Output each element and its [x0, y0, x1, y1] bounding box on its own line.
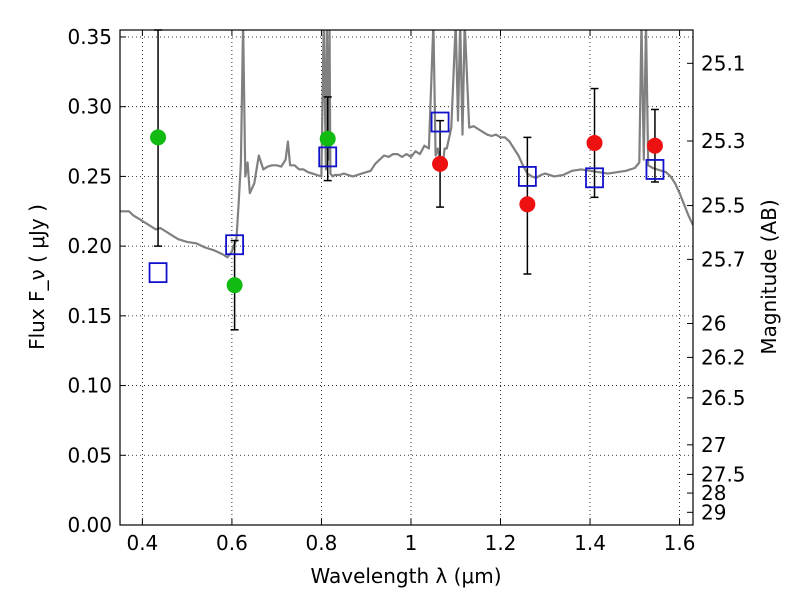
right-tick-label: 27.5 [701, 462, 746, 486]
x-tick-label: 1 [405, 531, 418, 555]
data-point-square [430, 111, 450, 133]
data-point-circle [226, 277, 243, 294]
x-tick-label: 0.4 [126, 531, 158, 555]
data-point-square [148, 262, 168, 284]
y-tick-label: 0.35 [67, 25, 112, 49]
plot-frame [119, 29, 694, 526]
right-tick-label: 25.7 [701, 247, 746, 271]
x-tick-label: 0.8 [306, 531, 338, 555]
y-tick-label: 0.10 [67, 374, 112, 398]
data-markers [148, 111, 665, 294]
x-tick-label: 1.4 [574, 531, 606, 555]
y-axis-label-right: Magnitude (AB) [757, 199, 781, 354]
x-axis: 0.4 0.6 0.8 1 1.2 1.4 1.6 [126, 30, 695, 555]
plot-area [120, 30, 693, 525]
data-point-circle [646, 137, 663, 154]
data-point-circle [519, 196, 536, 213]
right-tick-label: 25.5 [701, 194, 746, 218]
right-tick-label: 26.5 [701, 386, 746, 410]
y-tick-label: 0.00 [67, 513, 112, 537]
right-tick-label: 25.1 [701, 51, 746, 75]
y-axis-label-left: Flux F_ν ( μJy ) [25, 204, 49, 350]
data-point-circle [150, 129, 167, 146]
right-tick-label: 26 [701, 312, 726, 336]
right-tick-label: 28 [701, 481, 726, 505]
y-tick-label: 0.30 [67, 95, 112, 119]
y-tick-label: 0.25 [67, 164, 112, 188]
y-tick-label: 0.05 [67, 443, 112, 467]
data-point-circle [319, 130, 336, 147]
x-tick-label: 1.6 [664, 531, 696, 555]
right-tick-label: 27 [701, 433, 726, 457]
data-point-square [645, 159, 665, 180]
y-axis-left: 0.00 0.05 0.10 0.15 0.20 0.25 0.30 0.35 [67, 25, 126, 537]
data-point-square [225, 234, 245, 256]
data-point-circle [432, 155, 449, 172]
data-point-square [318, 146, 338, 168]
y-tick-label: 0.15 [67, 304, 112, 328]
grid [120, 30, 693, 526]
data-point-circle [586, 134, 603, 151]
data-point-square [585, 167, 604, 189]
x-tick-label: 1.2 [485, 531, 517, 555]
right-tick-label: 26.2 [701, 345, 746, 369]
right-tick-label: 29 [701, 500, 726, 524]
x-tick-label: 0.6 [216, 531, 248, 555]
y-tick-label: 0.20 [67, 234, 112, 258]
right-tick-label: 25.3 [701, 129, 746, 153]
data-point-square [517, 166, 537, 187]
x-axis-label: Wavelength λ (μm) [310, 564, 501, 588]
